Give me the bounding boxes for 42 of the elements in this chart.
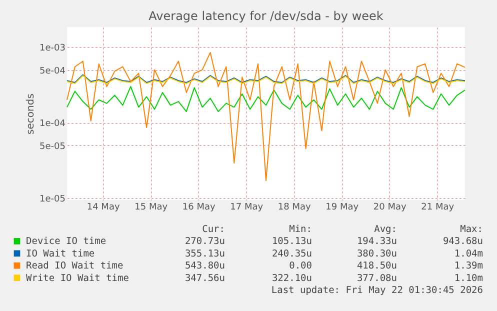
x-tick-label: 20 May	[373, 202, 408, 212]
text: 194.33u	[356, 236, 397, 248]
legend-label: Device IO time	[26, 236, 106, 248]
text: Avg:	[374, 224, 397, 235]
y-axis-title: seconds	[26, 94, 37, 134]
line-series	[66, 52, 466, 182]
legend-label: Read IO Wait time	[26, 260, 124, 272]
text: 240.35u	[272, 248, 312, 260]
text: 270.73u	[184, 236, 225, 248]
text: 1.10m	[454, 272, 484, 284]
x-tick-label: 21 May	[421, 202, 455, 212]
legend-label: Write IO Wait time	[26, 272, 130, 284]
y-tick-label: 1e-04	[40, 119, 66, 130]
x-tick-label: 14 May	[86, 202, 120, 212]
text: 380.30u	[356, 248, 397, 260]
text: Last update: Fri May 22 01:30:45 2026	[271, 285, 484, 296]
text: 377.08u	[356, 272, 397, 284]
text: 322.10u	[272, 272, 312, 284]
x-tick-label: 18 May	[278, 202, 312, 212]
text: 347.56u	[184, 272, 225, 284]
text: Max:	[460, 224, 483, 235]
text: 943.68u	[442, 236, 483, 248]
y-tick-label: 5e-05	[40, 142, 66, 152]
text: 418.50u	[356, 260, 397, 272]
text: 543.80u	[184, 260, 225, 272]
x-tick-label: 19 May	[326, 202, 360, 212]
text: Min:	[289, 224, 312, 235]
text: Cur:	[202, 224, 225, 235]
line-series	[66, 86, 466, 112]
y-tick-label: 5e-04	[40, 66, 66, 76]
legend-label: IO Wait time	[26, 248, 95, 260]
text: 355.13u	[184, 248, 225, 260]
text: 1.04m	[454, 248, 484, 260]
chart-title: Average latency for /dev/sda - by week	[148, 9, 384, 23]
y-tick-label: 1e-03	[40, 44, 66, 54]
text: 0.00	[289, 260, 312, 272]
x-tick-label: 17 May	[230, 202, 264, 212]
text: 105.13u	[272, 236, 312, 248]
x-tick-label: 15 May	[134, 202, 168, 212]
y-tick-label: 1e-05	[40, 194, 66, 204]
x-tick-label: 16 May	[182, 202, 216, 212]
text: 1.39m	[454, 260, 484, 272]
